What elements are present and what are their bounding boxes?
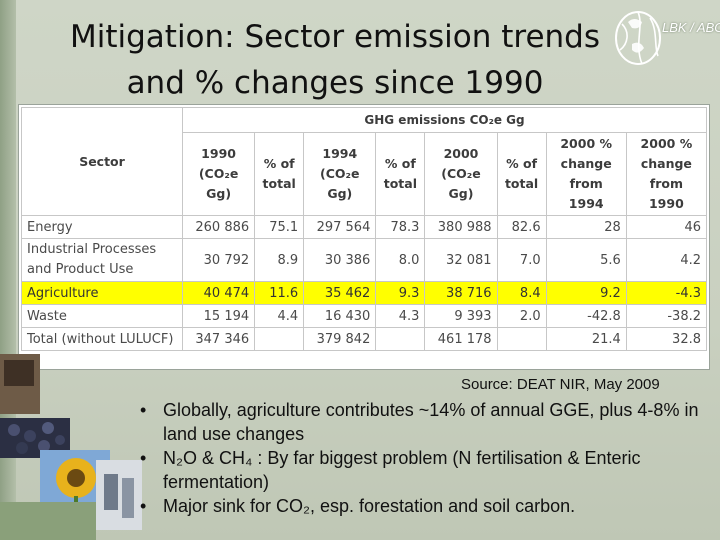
bullet-item: • N₂O & CH₄ : By far biggest problem (N …	[138, 446, 708, 494]
photo-collage	[0, 354, 142, 540]
row-label: Industrial Processes and Product Use	[21, 238, 183, 282]
globe-logo-icon	[615, 11, 661, 65]
table-cell: 82.6	[496, 215, 547, 239]
bullet-text: Major sink for CO₂, esp. forestation and…	[163, 496, 576, 516]
table-cell: 2.0	[496, 304, 547, 328]
table-cell	[254, 327, 305, 351]
table-row-industrial: Industrial Processes and Product Use 30 …	[21, 238, 708, 282]
logo-text: LBK / ABC	[662, 20, 720, 35]
column-header: % of total	[375, 132, 426, 216]
bullet-list: • Globally, agriculture contributes ~14%…	[138, 398, 708, 518]
table-cell: 75.1	[254, 215, 305, 239]
table-cell: -38.2	[625, 304, 708, 328]
table-cell: 9 393	[424, 304, 498, 328]
bullet-item: • Major sink for CO₂, esp. forestation a…	[138, 494, 708, 518]
table-cell: 16 430	[303, 304, 377, 328]
column-header: 2000 (CO₂e Gg)	[424, 132, 498, 216]
table-cell: 380 988	[424, 215, 498, 239]
table-cell: 35 462	[303, 281, 377, 305]
row-label: Energy	[21, 215, 183, 239]
row-label: Waste	[21, 304, 183, 328]
table-cell: 9.3	[375, 281, 426, 305]
column-header: 2000 % change from 1994	[545, 132, 627, 216]
table-row-total: Total (without LULUCF) 347 346 379 842 4…	[21, 327, 708, 351]
table-cell: 30 792	[181, 238, 256, 282]
column-header: % of total	[254, 132, 305, 216]
table-cell: 40 474	[181, 281, 256, 305]
table-cell: 9.2	[545, 281, 627, 305]
row-label: Agriculture	[21, 281, 183, 305]
group-header: GHG emissions CO₂e Gg	[182, 107, 707, 133]
table-cell: 8.9	[254, 238, 305, 282]
column-header: 1990 (CO₂e Gg)	[181, 132, 256, 216]
table-cell: 32 081	[424, 238, 498, 282]
table-cell: 15 194	[181, 304, 256, 328]
table-row-waste: Waste 15 194 4.4 16 430 4.3 9 393 2.0 -4…	[21, 304, 708, 328]
column-header: 1994 (CO₂e Gg)	[303, 132, 377, 216]
bullet-text: N₂O & CH₄ : By far biggest problem (N fe…	[163, 448, 641, 492]
table-cell: 461 178	[424, 327, 498, 351]
slide-title-line1: Mitigation: Sector emission trends	[69, 19, 601, 55]
table-cell: 379 842	[303, 327, 377, 351]
table-cell: 38 716	[424, 281, 498, 305]
table-cell: 347 346	[181, 327, 256, 351]
table-cell: 28	[545, 215, 627, 239]
bullet-text: Globally, agriculture contributes ~14% o…	[163, 400, 699, 444]
slide-title-line2: and % changes since 1990	[126, 65, 544, 101]
bullet-dot-icon: •	[140, 496, 147, 516]
table-cell: 297 564	[303, 215, 377, 239]
table-cell: 30 386	[303, 238, 377, 282]
table-cell: -42.8	[545, 304, 627, 328]
table-cell: 4.3	[375, 304, 426, 328]
sector-column-header: Sector	[21, 107, 183, 216]
source-note: Source: DEAT NIR, May 2009	[461, 376, 660, 393]
table-cell: 78.3	[375, 215, 426, 239]
table-cell	[375, 327, 426, 351]
table-row-agriculture: Agriculture 40 474 11.6 35 462 9.3 38 71…	[21, 281, 708, 305]
table-cell: -4.3	[625, 281, 708, 305]
bullet-dot-icon: •	[140, 448, 147, 468]
table-cell: 4.2	[625, 238, 708, 282]
table-cell: 8.4	[496, 281, 547, 305]
table-row-energy: Energy 260 886 75.1 297 564 78.3 380 988…	[21, 215, 708, 239]
row-label: Total (without LULUCF)	[21, 327, 183, 351]
slide-title: Mitigation: Sector emission trends and %…	[40, 14, 630, 106]
table-cell: 260 886	[181, 215, 256, 239]
table-cell: 4.4	[254, 304, 305, 328]
table-cell: 21.4	[545, 327, 627, 351]
table-cell: 32.8	[625, 327, 708, 351]
bullet-dot-icon: •	[140, 400, 147, 420]
emissions-table: Sector GHG emissions CO₂e Gg 1990 (CO₂e …	[18, 104, 710, 370]
table-cell: 11.6	[254, 281, 305, 305]
table-cell: 46	[625, 215, 708, 239]
table-cell: 7.0	[496, 238, 547, 282]
table-cell: 8.0	[375, 238, 426, 282]
bullet-item: • Globally, agriculture contributes ~14%…	[138, 398, 708, 446]
column-header: % of total	[496, 132, 547, 216]
table-cell	[496, 327, 547, 351]
table-cell: 5.6	[545, 238, 627, 282]
column-header: 2000 % change from 1990	[625, 132, 708, 216]
